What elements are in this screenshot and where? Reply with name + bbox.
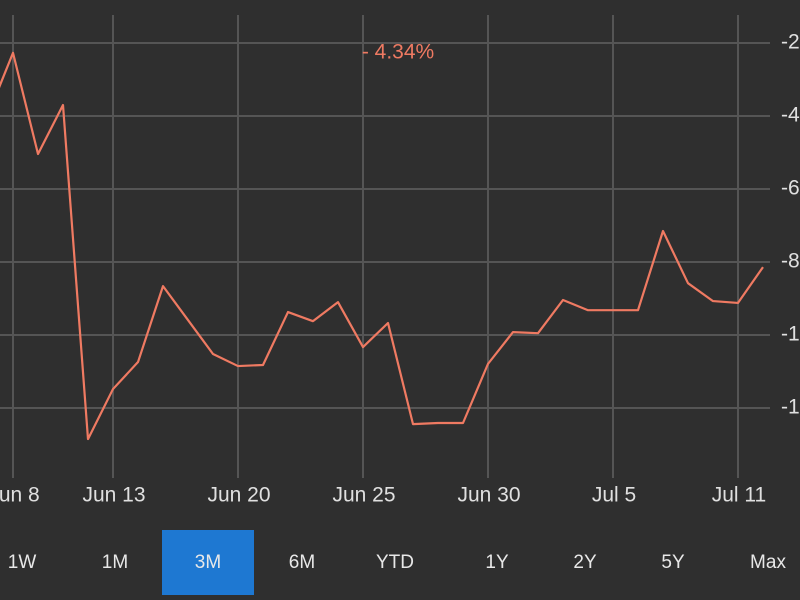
change-annotation: - 4.34% <box>362 41 434 64</box>
range-button[interactable]: YTD <box>376 552 414 573</box>
x-tick-label: Jun 8 <box>0 484 40 507</box>
y-tick-label: -6 <box>781 177 800 200</box>
x-tick-label: Jun 25 <box>332 484 395 507</box>
range-button[interactable]: 5Y <box>661 552 685 573</box>
plot <box>0 51 764 441</box>
range-button[interactable]: Max <box>750 552 786 573</box>
x-tick-label: Jul 11 <box>712 484 766 507</box>
grid: -2 -4 -6 -8 -10 -12 Jun 8 Jun 13 Jun 20 Jun 25 Jun… <box>0 15 800 507</box>
range-button[interactable]: 2Y <box>573 552 597 573</box>
x-tick-label: Jun 20 <box>207 484 270 507</box>
y-tick-label: -4 <box>781 104 800 127</box>
y-tick-label: -10 <box>781 323 800 346</box>
range-button[interactable]: 6M <box>289 552 315 573</box>
y-tick-label: -12 <box>781 396 800 419</box>
selected-range-bg <box>162 530 254 595</box>
range-button[interactable]: 1M <box>102 552 128 573</box>
price-line <box>0 51 764 441</box>
x-tick-label: Jun 30 <box>457 484 520 507</box>
x-tick-label: Jun 13 <box>82 484 145 507</box>
range-button[interactable]: 1W <box>8 552 37 573</box>
y-tick-label: -2 <box>781 31 800 54</box>
range-button[interactable]: 1Y <box>485 552 509 573</box>
range-button[interactable]: 3M <box>195 552 221 573</box>
y-tick-label: -8 <box>781 250 800 273</box>
range-buttons: 1W 1M 3M 6M YTD 1Y 2Y 5Y Max <box>8 530 786 595</box>
x-tick-label: Jul 5 <box>592 484 636 507</box>
